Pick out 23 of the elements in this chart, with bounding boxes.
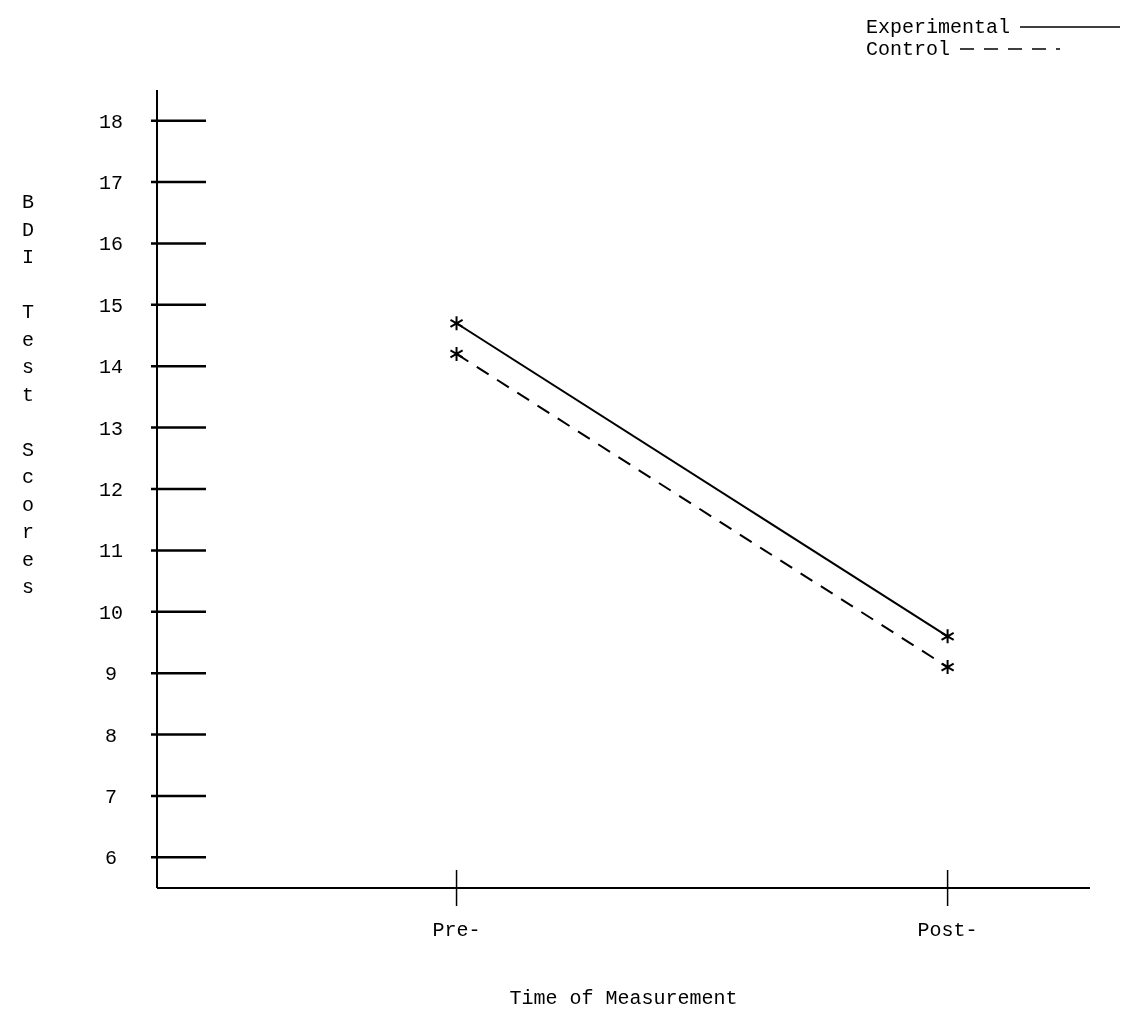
y-tick-label: 8: [104, 724, 118, 748]
y-tick-label: 14: [98, 356, 124, 380]
y-tick-label: 6: [104, 847, 118, 871]
point: [449, 345, 464, 362]
y-tick-label: 18: [98, 110, 124, 134]
y-tick-label: 15: [98, 294, 124, 318]
y-tick-label: 12: [98, 479, 124, 502]
point: [449, 315, 464, 332]
y-tick-label: 7: [104, 785, 118, 809]
legend-label: Control: [865, 37, 950, 61]
x-axis-title: Time of Measurement: [509, 987, 738, 1010]
y-tick-label: 10: [98, 601, 124, 625]
text: BDI Test Scores: [21, 191, 35, 599]
y-tick-label: 13: [98, 417, 124, 441]
y-tick-label: 17: [98, 172, 124, 196]
y-tick-label: 11: [98, 540, 124, 564]
legend-label: Experimental: [865, 15, 1010, 39]
point: [940, 628, 955, 645]
y-tick-label: 9: [104, 663, 118, 687]
point: [940, 659, 955, 676]
x-tick-label: Post-: [917, 919, 978, 942]
y-tick-label: 16: [98, 233, 124, 257]
x-tick-label: Pre-: [432, 919, 481, 942]
